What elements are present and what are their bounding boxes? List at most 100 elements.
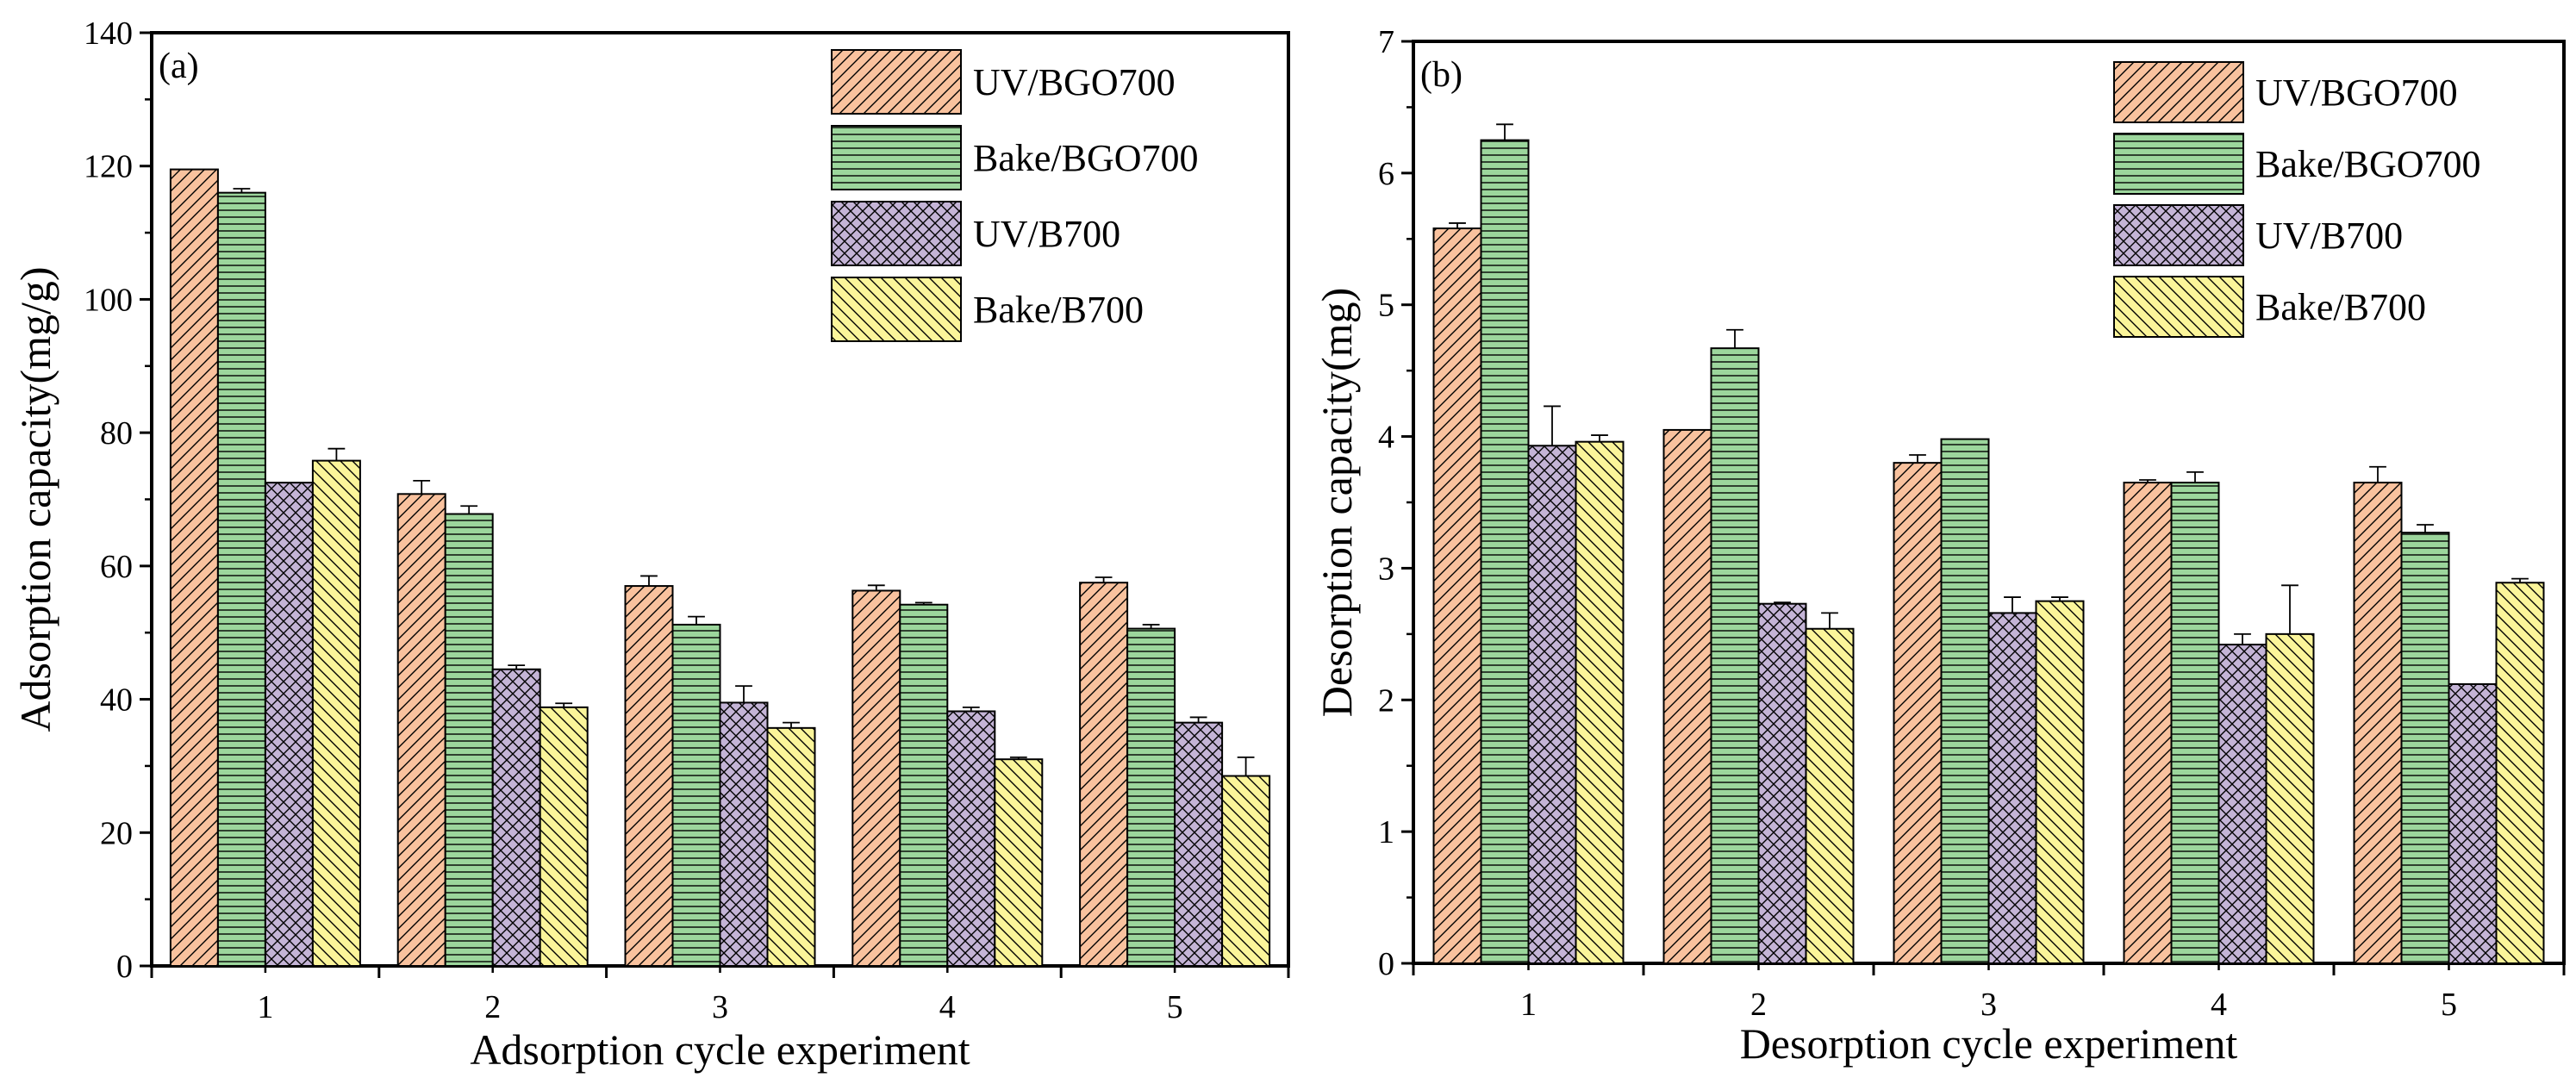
error-bar-uv-b700-cycle-4	[2234, 632, 2251, 645]
y-tick-label: 120	[84, 149, 133, 185]
x-tick-label: 5	[2441, 987, 2457, 1023]
chart-panel-a: 0 20 40 60 80 100 120 140 1 2 3 4 5 (a) UV/BGO700 Bake/…	[11, 16, 1290, 1074]
y-tick-label: 5	[1378, 288, 1394, 324]
x-tick-label: 2	[484, 989, 501, 1025]
error-bar-uv-bgo700-cycle-3	[1909, 454, 1926, 464]
legend-label: Bake/B700	[2255, 286, 2426, 328]
error-bar-uv-bgo700-cycle-2	[413, 479, 431, 495]
bar-bake-b700-cycle-1	[1575, 440, 1625, 964]
bar-bake-bgo700-cycle-3	[671, 623, 721, 968]
x-tick-label: 1	[1520, 987, 1537, 1023]
error-bar-uv-bgo700-cycle-5	[2369, 465, 2386, 483]
bar-bake-bgo700-cycle-2	[1710, 347, 1760, 964]
y-tick-label: 80	[100, 415, 133, 452]
error-bar-bake-bgo700-cycle-2	[460, 505, 478, 514]
x-tick-label: 3	[712, 989, 728, 1025]
x-tick-label: 5	[1167, 989, 1183, 1025]
error-bar-uv-bgo700-cycle-4	[867, 584, 885, 591]
bar-bake-bgo700-cycle-1	[216, 191, 266, 967]
bar-uv-b700-cycle-4	[2217, 644, 2267, 964]
legend-item-uv-b700: UV/B700	[831, 201, 1120, 266]
bar-uv-bgo700-cycle-1	[1432, 227, 1482, 964]
legend-label: UV/BGO700	[2255, 72, 2458, 114]
panel-label: (a)	[159, 47, 199, 86]
legend-swatch	[2113, 276, 2244, 338]
legend-swatch	[831, 277, 962, 342]
bar-bake-b700-cycle-4	[994, 758, 1044, 968]
bar-bake-b700-cycle-4	[2265, 632, 2315, 964]
bar-uv-b700-cycle-1	[264, 482, 314, 967]
legend-swatch	[831, 201, 962, 266]
legend-swatch	[2113, 61, 2244, 123]
x-tick-label: 2	[1750, 987, 1767, 1023]
bar-uv-bgo700-cycle-4	[851, 589, 901, 968]
y-tick-label: 100	[84, 282, 133, 318]
error-bar-uv-b700-cycle-3	[735, 685, 752, 703]
bar-uv-bgo700-cycle-4	[2123, 482, 2173, 964]
legend-item-uv-b700: UV/B700	[2113, 204, 2403, 266]
bar-bake-bgo700-cycle-4	[2170, 482, 2220, 964]
bar-bake-bgo700-cycle-1	[1480, 139, 1530, 964]
bar-bake-b700-cycle-3	[766, 726, 816, 968]
y-tick-label: 20	[100, 815, 133, 851]
bar-bake-b700-cycle-1	[311, 459, 361, 967]
error-bar-uv-b700-cycle-3	[2004, 596, 2021, 614]
bar-uv-bgo700-cycle-3	[624, 585, 674, 967]
error-bar-bake-bgo700-cycle-1	[1496, 123, 1513, 140]
bar-uv-b700-cycle-3	[719, 701, 769, 967]
legend-item-uv-bgo700: UV/BGO700	[2113, 61, 2458, 123]
y-tick-label: 0	[116, 949, 133, 985]
bar-bake-b700-cycle-3	[2035, 600, 2085, 965]
x-axis-title: Desorption cycle experiment	[1740, 1019, 2238, 1068]
bar-bake-bgo700-cycle-5	[1126, 627, 1176, 968]
bar-bake-b700-cycle-2	[539, 706, 589, 968]
bar-uv-bgo700-cycle-1	[169, 168, 219, 967]
error-bar-bake-b700-cycle-4	[1009, 756, 1027, 760]
bar-uv-b700-cycle-1	[1527, 445, 1577, 964]
error-bar-bake-b700-cycle-3	[2051, 596, 2068, 601]
error-bar-bake-b700-cycle-5	[1237, 756, 1255, 776]
y-tick-label: 7	[1378, 24, 1394, 60]
bar-uv-bgo700-cycle-5	[1079, 582, 1129, 967]
legend-label: UV/BGO700	[973, 61, 1176, 103]
error-bar-bake-bgo700-cycle-5	[2417, 524, 2434, 533]
x-tick-label: 4	[939, 989, 956, 1025]
bar-bake-b700-cycle-2	[1805, 627, 1855, 964]
legend-swatch	[2113, 133, 2244, 195]
bar-uv-bgo700-cycle-5	[2353, 482, 2403, 964]
legend-item-uv-bgo700: UV/BGO700	[831, 49, 1176, 115]
bar-uv-b700-cycle-4	[946, 710, 996, 967]
bar-uv-b700-cycle-2	[491, 668, 541, 968]
error-bar-bake-b700-cycle-1	[327, 447, 346, 461]
x-tick-label: 3	[1980, 987, 1997, 1023]
error-bar-bake-bgo700-cycle-5	[1142, 624, 1160, 629]
error-bar-bake-bgo700-cycle-4	[914, 601, 932, 605]
x-axis-title: Adsorption cycle experiment	[470, 1025, 970, 1074]
legend-label: Bake/BGO700	[2255, 143, 2481, 185]
y-tick-label: 3	[1378, 551, 1394, 587]
x-tick-label: 4	[2211, 987, 2227, 1023]
legend-label: Bake/BGO700	[973, 137, 1199, 179]
bar-uv-b700-cycle-5	[2448, 682, 2498, 964]
legend-swatch	[831, 125, 962, 190]
panel-label: (b)	[1420, 55, 1463, 95]
error-bar-bake-bgo700-cycle-2	[1726, 328, 1743, 349]
error-bar-uv-bgo700-cycle-3	[640, 575, 658, 587]
error-bar-bake-bgo700-cycle-1	[233, 188, 251, 193]
chart-panel-b: 0 1 2 3 4 5 6 7 1 2 3 4 5 (b) UV/BGO700 Bake/BGO700 UV/B…	[1313, 24, 2566, 1068]
y-tick-label: 1	[1378, 814, 1394, 850]
y-tick-label: 6	[1378, 156, 1394, 192]
error-bar-bake-bgo700-cycle-3	[688, 615, 705, 625]
bar-bake-bgo700-cycle-3	[1940, 438, 1990, 964]
error-bar-bake-b700-cycle-4	[2281, 584, 2298, 634]
error-bar-uv-bgo700-cycle-1	[1449, 222, 1466, 229]
legend-swatch	[2113, 204, 2244, 266]
error-bar-uv-bgo700-cycle-5	[1095, 576, 1113, 583]
y-tick-label: 40	[100, 682, 133, 719]
y-tick-label: 0	[1378, 946, 1394, 982]
y-tick-label: 140	[84, 16, 133, 52]
legend-item-bake-bgo700: Bake/BGO700	[831, 125, 1199, 190]
x-tick-label: 1	[257, 989, 273, 1025]
bar-uv-bgo700-cycle-2	[396, 493, 446, 967]
